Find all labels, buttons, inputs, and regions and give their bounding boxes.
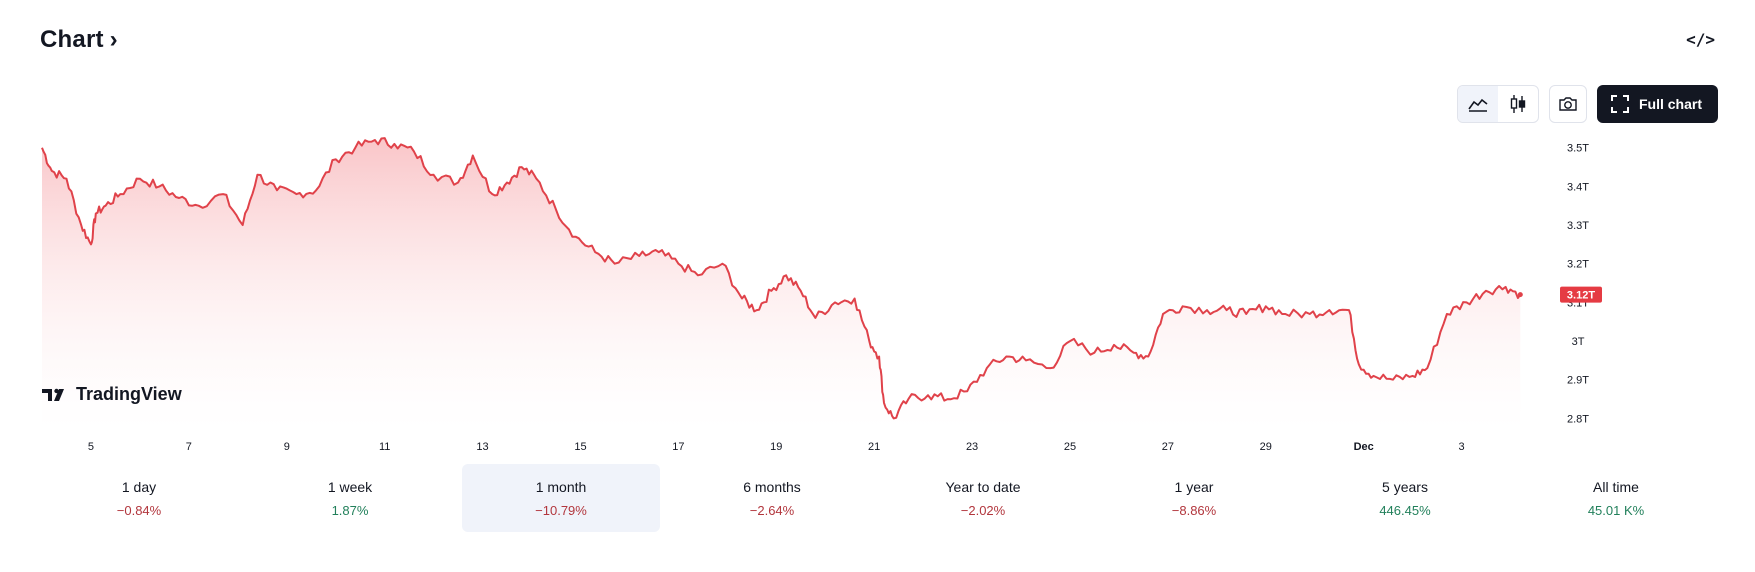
range-option[interactable]: 1 day −0.84%: [40, 464, 238, 532]
range-option[interactable]: All time 45.01 K%: [1517, 464, 1715, 532]
range-change: −8.86%: [1171, 502, 1217, 518]
candlestick-chart-button[interactable]: [1498, 86, 1538, 122]
y-tick-label: 3.2T: [1567, 259, 1589, 271]
camera-icon: [1559, 97, 1577, 111]
x-tick-label: 23: [966, 441, 978, 453]
x-tick-label: 13: [476, 441, 488, 453]
range-option[interactable]: 1 year −8.86%: [1095, 464, 1293, 532]
y-tick-label: 3T: [1572, 336, 1585, 348]
range-option[interactable]: 6 months −2.64%: [673, 464, 871, 532]
chevron-right-icon: ›: [109, 26, 118, 53]
x-tick-label: 17: [672, 441, 684, 453]
range-change: 1.87%: [331, 502, 369, 518]
range-change: 45.01 K%: [1587, 502, 1645, 518]
time-range-selector: 1 day −0.84% 1 week 1.87% 1 month −10.79% 6 mo…: [40, 464, 1715, 532]
tradingview-watermark: TradingView: [42, 384, 182, 405]
full-chart-label: Full chart: [1639, 96, 1703, 112]
y-tick-label: 2.8T: [1567, 413, 1589, 425]
range-label: 5 years: [1382, 478, 1428, 495]
area-chart-button[interactable]: [1458, 86, 1498, 122]
page-title: Chart: [40, 26, 104, 53]
y-tick-label: 3.4T: [1567, 181, 1589, 193]
range-change: −0.84%: [116, 502, 162, 518]
range-change: −10.79%: [535, 502, 587, 518]
candlestick-icon: [1510, 95, 1526, 113]
range-label: Year to date: [945, 478, 1021, 495]
range-option[interactable]: 1 month −10.79%: [462, 464, 660, 532]
range-option[interactable]: 1 week 1.87%: [251, 464, 449, 532]
last-price-badge: [1560, 286, 1602, 303]
x-tick-label: 9: [284, 441, 290, 453]
full-chart-button[interactable]: Full chart: [1597, 85, 1719, 123]
last-price-label: 3.12T: [1567, 290, 1595, 302]
x-tick-label: 25: [1064, 441, 1076, 453]
range-label: All time: [1593, 478, 1639, 495]
y-tick-label: 3.3T: [1567, 220, 1589, 232]
x-tick-label: 21: [868, 441, 880, 453]
x-tick-label: Dec: [1354, 441, 1374, 453]
range-label: 1 week: [327, 478, 373, 495]
tradingview-logo-icon: [42, 388, 64, 401]
range-label: 6 months: [743, 478, 801, 495]
range-change: 446.45%: [1379, 502, 1431, 518]
range-change: −2.02%: [960, 502, 1006, 518]
x-tick-label: 3: [1459, 441, 1465, 453]
chart-title-link[interactable]: Chart ›: [40, 26, 118, 54]
x-tick-label: 15: [574, 441, 586, 453]
embed-code-button[interactable]: </>: [1686, 30, 1715, 49]
chart-toolbar: Full chart: [1457, 85, 1719, 123]
x-tick-label: 19: [770, 441, 782, 453]
range-label: 1 year: [1174, 478, 1214, 495]
price-series-line: [41, 137, 1522, 420]
code-icon: </>: [1686, 30, 1715, 49]
range-label: 1 month: [535, 478, 587, 495]
watermark-text: TradingView: [76, 384, 182, 404]
y-tick-label: 3.5T: [1567, 143, 1589, 155]
x-tick-label: 11: [379, 441, 390, 453]
chart-style-toggle: [1457, 85, 1539, 123]
range-label: 1 day: [121, 478, 157, 495]
x-tick-label: 27: [1162, 441, 1174, 453]
y-tick-label: 2.9T: [1567, 375, 1589, 387]
range-option[interactable]: 5 years 446.45%: [1306, 464, 1504, 532]
last-price-dot: [1517, 292, 1523, 298]
x-tick-label: 29: [1260, 441, 1272, 453]
x-tick-label: 7: [186, 441, 192, 453]
x-tick-label: 5: [88, 441, 94, 453]
area-chart-icon: [1468, 98, 1488, 112]
snapshot-button[interactable]: [1549, 85, 1587, 123]
range-change: −2.64%: [749, 502, 795, 518]
range-option[interactable]: Year to date −2.02%: [884, 464, 1082, 532]
fullscreen-icon: [1611, 95, 1629, 113]
